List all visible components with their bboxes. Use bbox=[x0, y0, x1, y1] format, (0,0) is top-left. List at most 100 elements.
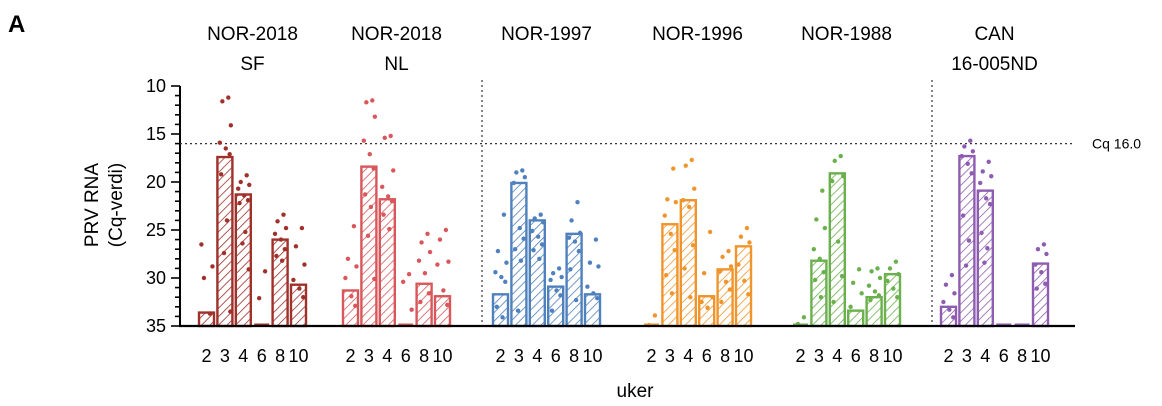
data-point bbox=[726, 248, 731, 254]
group-title-line: NOR-2018 bbox=[207, 24, 298, 45]
data-point bbox=[839, 273, 845, 279]
data-point bbox=[686, 204, 692, 210]
data-point bbox=[501, 212, 507, 217]
data-point bbox=[690, 243, 696, 248]
data-point bbox=[559, 274, 564, 280]
data-point bbox=[830, 178, 835, 184]
data-point bbox=[968, 138, 973, 143]
data-point bbox=[210, 264, 215, 269]
data-point bbox=[1035, 247, 1041, 252]
x-tick-label: 2 bbox=[795, 346, 805, 366]
data-point bbox=[511, 180, 516, 186]
x-tick-label: 10 bbox=[733, 346, 753, 366]
data-point bbox=[970, 149, 976, 154]
x-tick-label: 4 bbox=[980, 346, 990, 366]
data-point bbox=[382, 135, 387, 141]
x-tick-label: 2 bbox=[345, 346, 355, 366]
group-panel: CAN 16-005ND bbox=[939, 24, 1050, 328]
data-point bbox=[848, 304, 853, 309]
data-point bbox=[951, 315, 956, 320]
data-point bbox=[406, 271, 412, 277]
group-panel: NOR-2018 NL bbox=[341, 24, 452, 328]
data-point bbox=[279, 258, 285, 263]
group-panel: NOR-2018 SF bbox=[197, 24, 308, 328]
x-tick-label: 8 bbox=[1017, 346, 1027, 366]
group-panel: NOR-1988 bbox=[793, 24, 902, 328]
bar bbox=[360, 165, 378, 328]
data-point bbox=[538, 212, 543, 217]
data-point bbox=[218, 172, 224, 177]
data-point bbox=[943, 282, 949, 287]
x-tick-label: 3 bbox=[220, 346, 230, 366]
data-point bbox=[747, 240, 752, 245]
data-point bbox=[801, 315, 807, 320]
data-point bbox=[278, 237, 284, 242]
data-point bbox=[437, 237, 443, 242]
group-panel: NOR-1996 bbox=[644, 24, 753, 328]
data-point bbox=[297, 286, 302, 291]
data-point bbox=[872, 289, 878, 294]
data-point bbox=[875, 266, 880, 271]
data-point bbox=[978, 180, 983, 186]
bar bbox=[378, 198, 396, 328]
data-point bbox=[699, 299, 704, 305]
data-point bbox=[418, 299, 423, 305]
data-point bbox=[821, 270, 826, 275]
data-point bbox=[663, 272, 669, 278]
data-point bbox=[201, 275, 207, 281]
group-title-line: NOR-1997 bbox=[501, 24, 592, 45]
data-point bbox=[688, 295, 693, 300]
x-tick-label: 8 bbox=[569, 346, 579, 366]
data-point bbox=[869, 269, 874, 274]
data-point bbox=[220, 99, 225, 104]
data-point bbox=[244, 173, 249, 178]
x-tick-label: 6 bbox=[702, 346, 712, 366]
data-point bbox=[885, 278, 890, 284]
data-point bbox=[493, 270, 498, 275]
data-point bbox=[742, 278, 747, 284]
data-point bbox=[876, 293, 882, 298]
data-point bbox=[720, 254, 725, 260]
data-point bbox=[575, 199, 580, 205]
data-point bbox=[504, 260, 509, 265]
data-point bbox=[365, 233, 371, 238]
data-point bbox=[236, 186, 241, 191]
data-point bbox=[683, 163, 688, 168]
data-point bbox=[518, 258, 524, 263]
data-point bbox=[969, 171, 974, 176]
data-point bbox=[221, 250, 227, 256]
data-point bbox=[530, 228, 535, 234]
data-point bbox=[963, 263, 969, 268]
data-point bbox=[859, 291, 864, 296]
x-tick-label: 8 bbox=[419, 346, 429, 366]
x-tick-label: 4 bbox=[238, 346, 248, 366]
data-point bbox=[361, 138, 366, 143]
data-point bbox=[539, 242, 545, 247]
group-title-line: NL bbox=[384, 54, 408, 75]
bar bbox=[734, 245, 753, 328]
data-point bbox=[652, 313, 658, 318]
data-point bbox=[245, 198, 251, 203]
x-tick-label: 3 bbox=[364, 346, 374, 366]
bar bbox=[216, 155, 234, 328]
x-tick-label: 4 bbox=[683, 346, 693, 366]
data-point bbox=[388, 133, 393, 139]
data-point bbox=[353, 303, 358, 309]
data-point bbox=[226, 95, 231, 100]
data-point bbox=[596, 264, 601, 269]
data-point bbox=[531, 247, 536, 253]
data-point bbox=[669, 291, 675, 296]
data-point bbox=[380, 184, 385, 189]
data-point bbox=[672, 247, 677, 253]
data-point bbox=[1034, 286, 1039, 291]
x-tick-label: 10 bbox=[288, 346, 308, 366]
x-tick-label: 2 bbox=[495, 346, 505, 366]
data-point bbox=[381, 212, 386, 217]
data-point bbox=[354, 264, 359, 269]
data-point bbox=[243, 229, 248, 235]
data-point bbox=[673, 199, 679, 205]
x-tick-label: 10 bbox=[882, 346, 902, 366]
bar bbox=[289, 283, 308, 328]
data-point bbox=[301, 295, 306, 300]
data-point bbox=[299, 225, 305, 231]
